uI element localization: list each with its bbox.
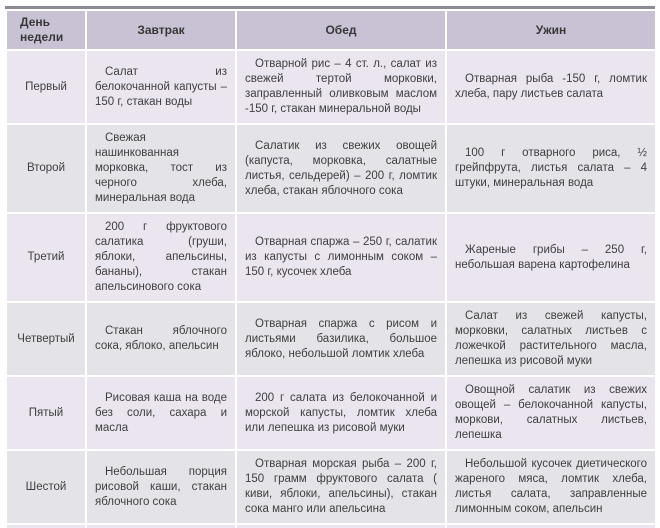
day-cell: Первый <box>7 51 85 123</box>
lunch-cell: Отварной рис – 4 ст. л., салат из свежей… <box>237 51 445 123</box>
table-row: Пятый Рисовая каша на воде без соли, сах… <box>7 377 655 449</box>
lunch-cell: Отварная спаржа с рисом и листьями базил… <box>237 303 445 375</box>
table-row: Седьмой Фруктовый салат из яблок, чернос… <box>7 525 655 528</box>
header-lunch: Обед <box>237 11 445 49</box>
table-row: Шестой Небольшая порция рисовой каши, ст… <box>7 451 655 523</box>
lunch-cell: 200 г салата из белокочанной и морской к… <box>237 377 445 449</box>
lunch-cell: 100 г отварного риса с кусочками фруктов… <box>237 525 445 528</box>
dinner-cell: Отварная морская рыба – 150 г, салат из … <box>447 525 655 528</box>
table-row: Второй Свежая нашинкованная морковка, то… <box>7 125 655 212</box>
table-row: Четвертый Стакан яблочного сока, яблоко,… <box>7 303 655 375</box>
dinner-cell: Жареные грибы – 250 г, небольшая варена … <box>447 214 655 301</box>
breakfast-cell: 200 г фруктового салатика (груши, яблоки… <box>87 214 235 301</box>
day-cell: Седьмой <box>7 525 85 528</box>
diet-menu-table: День недели Завтрак Обед Ужин Первый Сал… <box>5 9 657 528</box>
dinner-cell: Отварная рыба -150 г, ломтик хлеба, пару… <box>447 51 655 123</box>
breakfast-cell: Стакан яблочного сока, яблоко, апельсин <box>87 303 235 375</box>
header-day: День недели <box>7 11 85 49</box>
dinner-cell: 100 г отварного риса, ½ грейпфрута, лист… <box>447 125 655 212</box>
diet-menu-table-container: День недели Завтрак Обед Ужин Первый Сал… <box>5 6 657 528</box>
dinner-cell: Салат из свежей капусты, морковки, салат… <box>447 303 655 375</box>
day-cell: Пятый <box>7 377 85 449</box>
header-dinner: Ужин <box>447 11 655 49</box>
day-cell: Шестой <box>7 451 85 523</box>
breakfast-cell: Рисовая каша на воде без соли, сахара и … <box>87 377 235 449</box>
dinner-cell: Небольшой кусочек диетического жареного … <box>447 451 655 523</box>
table-row: Третий 200 г фруктового салатика (груши,… <box>7 214 655 301</box>
day-cell: Четвертый <box>7 303 85 375</box>
breakfast-cell: Фруктовый салат из яблок, чернослива, аб… <box>87 525 235 528</box>
breakfast-cell: Небольшая порция рисовой каши, стакан яб… <box>87 451 235 523</box>
header-row: День недели Завтрак Обед Ужин <box>7 11 655 49</box>
header-breakfast: Завтрак <box>87 11 235 49</box>
day-cell: Третий <box>7 214 85 301</box>
dinner-cell: Овощной салатик из свежих овощей – белок… <box>447 377 655 449</box>
breakfast-cell: Свежая нашинкованная морковка, тост из ч… <box>87 125 235 212</box>
table-row: Первый Салат из белокочанной капусты – 1… <box>7 51 655 123</box>
day-cell: Второй <box>7 125 85 212</box>
breakfast-cell: Салат из белокочанной капусты – 150 г, с… <box>87 51 235 123</box>
lunch-cell: Отварная морская рыба – 200 г, 150 грамм… <box>237 451 445 523</box>
lunch-cell: Отварная спаржа – 250 г, салатик из капу… <box>237 214 445 301</box>
lunch-cell: Салатик из свежих овощей (капуста, морко… <box>237 125 445 212</box>
